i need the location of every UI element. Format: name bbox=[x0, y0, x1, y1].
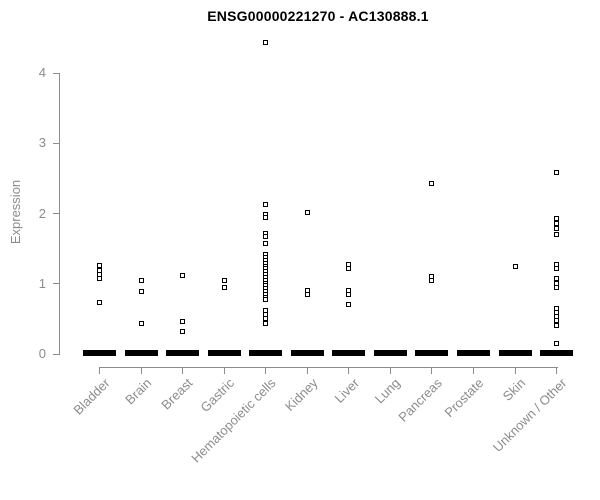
x-tick bbox=[265, 367, 267, 374]
y-tick bbox=[53, 142, 59, 144]
data-point bbox=[263, 297, 269, 303]
y-tick-label: 4 bbox=[38, 65, 46, 80]
x-category-label: Lung bbox=[372, 375, 404, 407]
data-point bbox=[554, 226, 560, 232]
x-category-label: Skin bbox=[499, 375, 528, 404]
data-point bbox=[180, 319, 186, 325]
y-axis-line bbox=[59, 73, 60, 355]
data-point bbox=[554, 340, 560, 346]
data-point bbox=[263, 201, 269, 207]
data-point bbox=[138, 277, 144, 283]
x-axis-line bbox=[100, 367, 559, 368]
zero-expression-bar bbox=[540, 350, 574, 356]
zero-expression-bar bbox=[207, 350, 241, 356]
x-category-label: Gastric bbox=[197, 375, 238, 416]
data-point bbox=[304, 291, 310, 297]
zero-expression-bar bbox=[290, 350, 324, 356]
y-tick-label: 3 bbox=[38, 135, 46, 151]
x-category-label: Liver bbox=[331, 375, 362, 406]
y-tick-label: 2 bbox=[38, 205, 46, 221]
data-point bbox=[138, 288, 144, 294]
zero-expression-bar bbox=[415, 350, 449, 356]
data-point bbox=[263, 215, 269, 221]
zero-expression-bar bbox=[83, 350, 116, 356]
y-tick bbox=[53, 72, 59, 74]
data-point bbox=[554, 323, 560, 329]
y-tick-label: 0 bbox=[38, 346, 46, 361]
y-tick bbox=[53, 213, 59, 214]
data-point bbox=[429, 181, 435, 187]
data-point bbox=[97, 299, 102, 305]
data-point bbox=[346, 291, 352, 297]
data-point bbox=[512, 263, 518, 269]
data-point bbox=[554, 276, 560, 282]
y-axis-label: Expression bbox=[8, 179, 23, 245]
y-tick bbox=[53, 353, 59, 355]
x-tick bbox=[99, 367, 100, 374]
zero-expression-bar bbox=[249, 350, 283, 356]
x-tick bbox=[223, 367, 225, 374]
data-point bbox=[97, 275, 102, 281]
x-tick bbox=[348, 367, 350, 374]
x-tick bbox=[306, 367, 308, 374]
x-category-label: Pancreas bbox=[395, 375, 445, 425]
x-category-label: Hematopoietic cells bbox=[188, 375, 279, 466]
data-point bbox=[263, 240, 269, 246]
data-point bbox=[346, 266, 352, 272]
data-point bbox=[221, 277, 227, 283]
x-category-label: Kidney bbox=[281, 375, 321, 415]
data-point bbox=[554, 284, 560, 290]
data-point bbox=[429, 277, 435, 283]
x-category-label: Unknown / Other bbox=[489, 375, 570, 455]
x-category-label: Breast bbox=[158, 375, 196, 413]
zero-expression-bar bbox=[373, 350, 407, 356]
x-tick bbox=[472, 367, 474, 374]
zero-expression-bar bbox=[498, 350, 532, 356]
data-point bbox=[554, 215, 560, 221]
data-point bbox=[554, 266, 560, 272]
x-tick bbox=[140, 367, 142, 374]
zero-expression-bar bbox=[456, 350, 490, 356]
data-point bbox=[138, 320, 144, 326]
chart-title: ENSG00000221270 - AC130888.1 bbox=[207, 8, 429, 24]
data-point bbox=[346, 302, 352, 308]
data-point bbox=[221, 285, 227, 291]
x-category-label: Prostate bbox=[441, 375, 487, 421]
zero-expression-bar bbox=[124, 350, 158, 356]
data-point bbox=[554, 170, 560, 176]
y-tick-label: 1 bbox=[38, 275, 46, 291]
data-point bbox=[180, 329, 186, 335]
data-point bbox=[263, 316, 269, 322]
data-point bbox=[263, 234, 269, 240]
x-tick bbox=[431, 367, 433, 374]
x-tick bbox=[389, 367, 391, 374]
data-point bbox=[180, 272, 186, 278]
x-category-label: Brain bbox=[121, 375, 154, 408]
x-tick bbox=[556, 367, 558, 374]
x-category-label: Bladder bbox=[70, 375, 113, 418]
data-point bbox=[304, 210, 310, 216]
y-tick bbox=[53, 283, 59, 285]
zero-expression-bar bbox=[166, 350, 200, 356]
data-point bbox=[97, 262, 102, 268]
x-tick bbox=[514, 367, 516, 374]
data-point bbox=[263, 321, 269, 327]
data-point bbox=[554, 220, 560, 226]
data-point bbox=[554, 232, 560, 238]
x-tick bbox=[182, 367, 184, 374]
zero-expression-bar bbox=[332, 350, 366, 356]
data-point bbox=[263, 40, 269, 46]
data-point bbox=[554, 317, 560, 323]
